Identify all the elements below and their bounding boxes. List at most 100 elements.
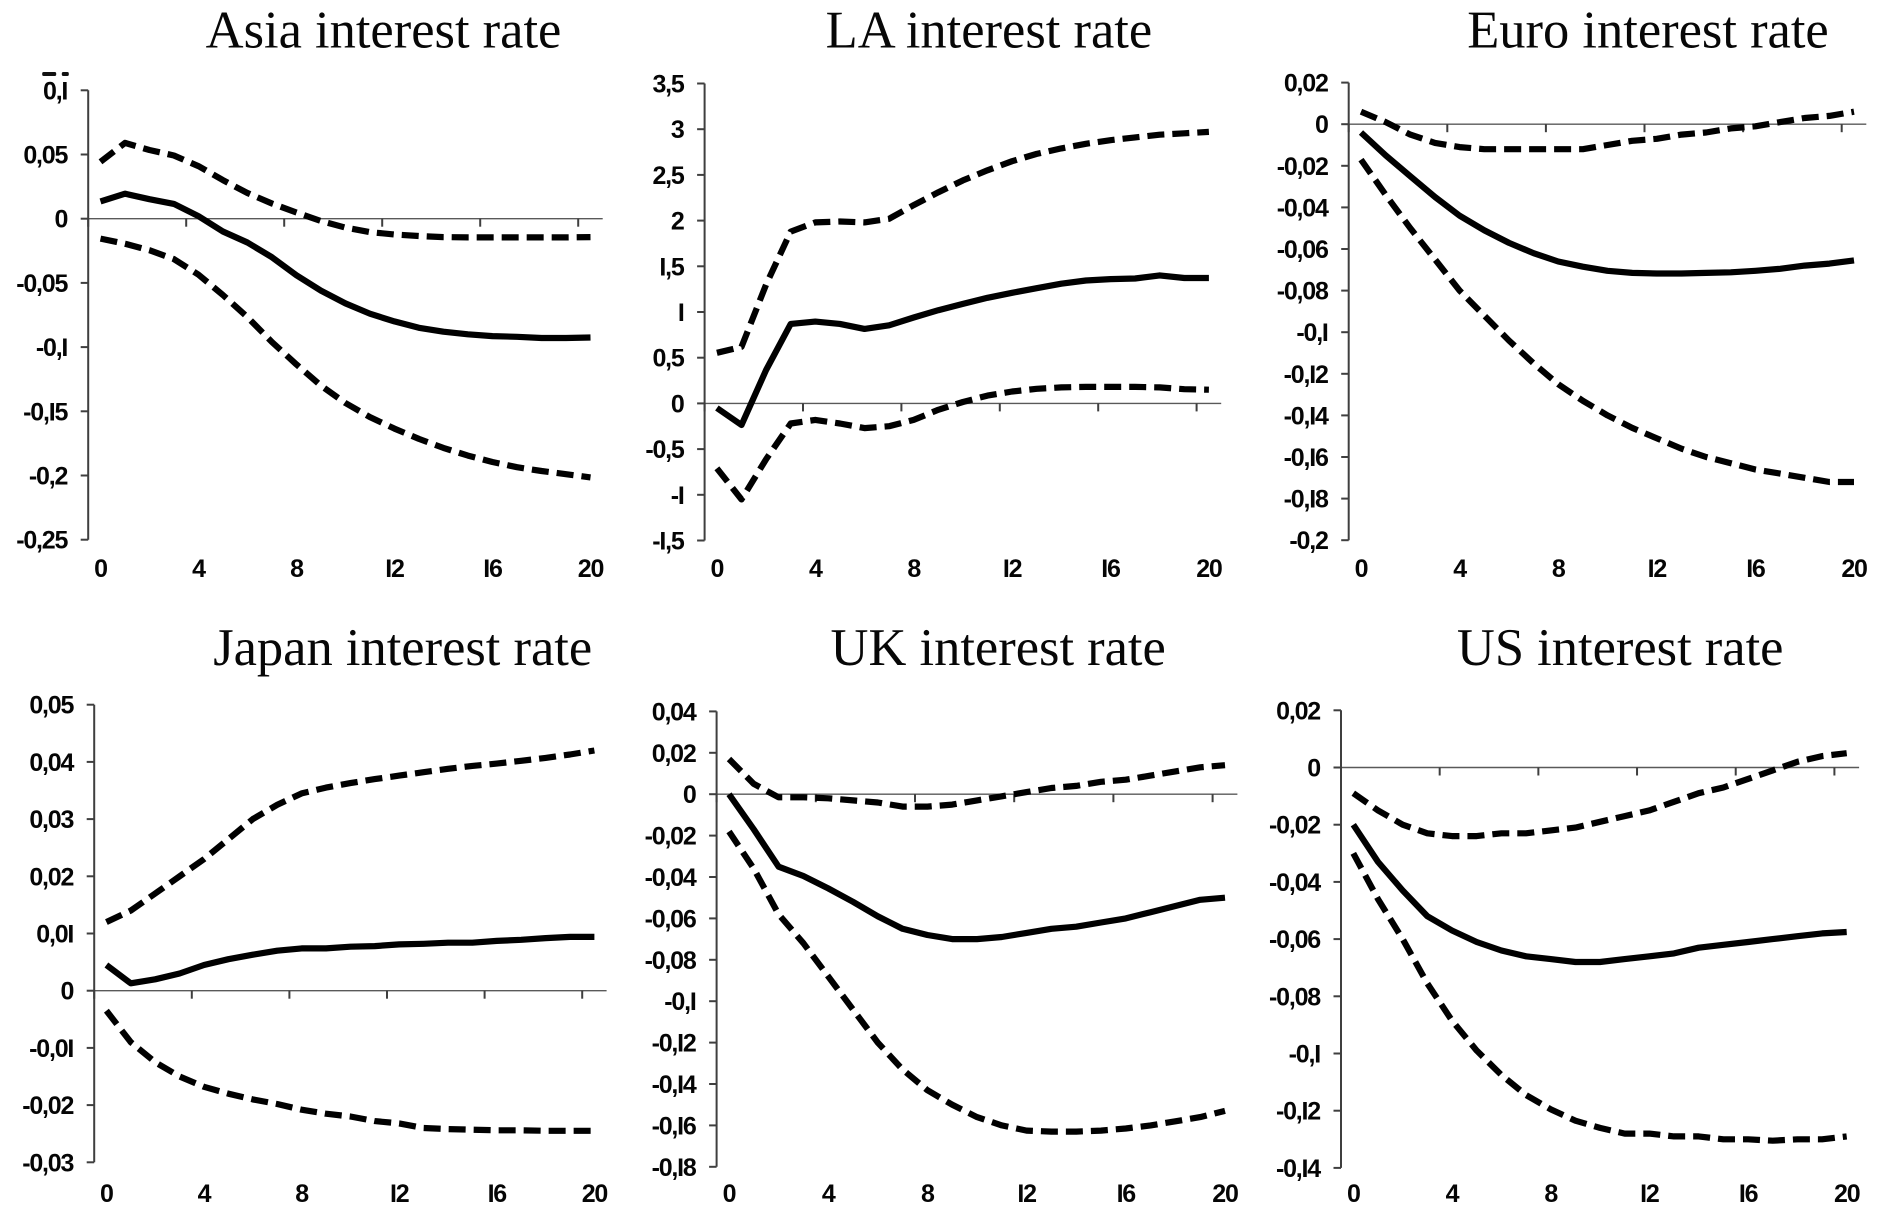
svg-text:2: 2 bbox=[671, 208, 684, 236]
svg-text:0: 0 bbox=[60, 978, 73, 1006]
svg-text:0: 0 bbox=[94, 555, 107, 583]
svg-text:0: 0 bbox=[683, 781, 696, 809]
svg-text:I6: I6 bbox=[1117, 1180, 1136, 1208]
svg-text:0,5: 0,5 bbox=[652, 345, 684, 373]
svg-text:I2: I2 bbox=[385, 555, 404, 583]
svg-text:0: 0 bbox=[1347, 1180, 1360, 1208]
svg-text:-0,I2: -0,I2 bbox=[1276, 1098, 1320, 1126]
svg-text:4: 4 bbox=[822, 1180, 836, 1208]
svg-text:-0,05: -0,05 bbox=[16, 270, 68, 298]
svg-text:0: 0 bbox=[1315, 111, 1328, 139]
svg-text:8: 8 bbox=[295, 1180, 309, 1208]
svg-text:4: 4 bbox=[809, 555, 823, 583]
svg-text:-0,I8: -0,I8 bbox=[652, 1154, 697, 1182]
svg-text:-0,I4: -0,I4 bbox=[1276, 1155, 1321, 1183]
svg-text:3: 3 bbox=[671, 116, 684, 144]
svg-text:8: 8 bbox=[290, 555, 304, 583]
svg-text:20: 20 bbox=[582, 1180, 608, 1208]
svg-text:-0,I: -0,I bbox=[664, 988, 696, 1016]
svg-text:0: 0 bbox=[1355, 555, 1368, 583]
svg-text:-0,08: -0,08 bbox=[645, 947, 697, 975]
svg-text:-0,03: -0,03 bbox=[22, 1149, 73, 1177]
svg-text:4: 4 bbox=[198, 1180, 212, 1208]
svg-text:-0,04: -0,04 bbox=[645, 864, 697, 892]
svg-text:8: 8 bbox=[907, 555, 921, 583]
svg-text:-0,04: -0,04 bbox=[1277, 194, 1329, 222]
svg-text:0,I: 0,I bbox=[43, 77, 67, 105]
svg-text:-I: -I bbox=[671, 482, 684, 510]
svg-text:-0,06: -0,06 bbox=[1277, 236, 1328, 264]
svg-text:-0,04: -0,04 bbox=[1269, 869, 1321, 897]
svg-text:-0,I4: -0,I4 bbox=[652, 1071, 697, 1099]
svg-text:-0,06: -0,06 bbox=[1269, 926, 1320, 954]
svg-text:-0,I: -0,I bbox=[36, 334, 68, 362]
svg-text:I2: I2 bbox=[1003, 555, 1022, 583]
svg-text:I: I bbox=[678, 299, 684, 327]
svg-text:-0,I6: -0,I6 bbox=[652, 1112, 696, 1140]
svg-text:Japan interest rate: Japan interest rate bbox=[213, 619, 592, 677]
svg-text:-0,I5: -0,I5 bbox=[23, 398, 68, 426]
svg-text:0,05: 0,05 bbox=[23, 142, 68, 170]
svg-text:0: 0 bbox=[671, 390, 684, 418]
svg-text:-0,02: -0,02 bbox=[1269, 812, 1320, 840]
svg-text:Euro interest rate: Euro interest rate bbox=[1467, 2, 1829, 60]
svg-text:0: 0 bbox=[54, 206, 67, 234]
svg-text:8: 8 bbox=[1544, 1180, 1558, 1208]
svg-text:4: 4 bbox=[1453, 555, 1467, 583]
svg-text:0,04: 0,04 bbox=[652, 698, 697, 726]
svg-text:4: 4 bbox=[192, 555, 206, 583]
svg-text:0,02: 0,02 bbox=[1284, 70, 1328, 98]
svg-text:0,02: 0,02 bbox=[29, 863, 73, 891]
svg-text:-0,I8: -0,I8 bbox=[1284, 486, 1329, 514]
svg-text:I6: I6 bbox=[483, 555, 502, 583]
svg-text:-0,08: -0,08 bbox=[1277, 278, 1329, 306]
svg-text:I,5: I,5 bbox=[659, 253, 684, 281]
svg-text:-0,0I: -0,0I bbox=[29, 1035, 73, 1063]
svg-text:3,5: 3,5 bbox=[652, 71, 684, 99]
svg-text:I6: I6 bbox=[1101, 555, 1120, 583]
svg-text:20: 20 bbox=[1196, 555, 1222, 583]
svg-text:0,04: 0,04 bbox=[29, 749, 74, 777]
svg-text:I2: I2 bbox=[390, 1180, 409, 1208]
svg-text:8: 8 bbox=[1552, 555, 1566, 583]
svg-text:-0,I2: -0,I2 bbox=[1284, 361, 1328, 389]
svg-text:-0,25: -0,25 bbox=[16, 527, 68, 555]
svg-text:-0,2: -0,2 bbox=[29, 463, 68, 491]
svg-text:0,03: 0,03 bbox=[29, 806, 73, 834]
svg-text:-0,I: -0,I bbox=[1289, 1041, 1321, 1069]
svg-text:0: 0 bbox=[100, 1180, 113, 1208]
svg-text:0,02: 0,02 bbox=[652, 740, 696, 768]
svg-text:LA interest rate: LA interest rate bbox=[826, 2, 1153, 60]
svg-text:-0,02: -0,02 bbox=[645, 823, 696, 851]
svg-text:0,05: 0,05 bbox=[29, 692, 74, 720]
svg-text:I6: I6 bbox=[488, 1180, 507, 1208]
svg-text:I2: I2 bbox=[1017, 1180, 1036, 1208]
svg-text:-0,I2: -0,I2 bbox=[652, 1030, 696, 1058]
svg-text:20: 20 bbox=[1841, 555, 1867, 583]
svg-text:I6: I6 bbox=[1746, 555, 1765, 583]
svg-text:I2: I2 bbox=[1648, 555, 1667, 583]
svg-text:-0,I: -0,I bbox=[1296, 319, 1328, 347]
svg-text:UK interest rate: UK interest rate bbox=[831, 619, 1166, 677]
svg-text:20: 20 bbox=[1212, 1180, 1238, 1208]
svg-text:0: 0 bbox=[723, 1180, 736, 1208]
svg-text:-0,2: -0,2 bbox=[1289, 527, 1328, 555]
svg-text:-0,5: -0,5 bbox=[645, 436, 685, 464]
svg-text:20: 20 bbox=[578, 555, 604, 583]
svg-text:-0,02: -0,02 bbox=[1277, 153, 1328, 181]
svg-text:0: 0 bbox=[711, 555, 724, 583]
svg-text:US interest rate: US interest rate bbox=[1457, 619, 1784, 677]
svg-text:2,5: 2,5 bbox=[652, 162, 684, 190]
svg-text:I2: I2 bbox=[1640, 1180, 1659, 1208]
svg-text:-0,06: -0,06 bbox=[645, 905, 696, 933]
svg-text:I6: I6 bbox=[1739, 1180, 1758, 1208]
svg-text:0,02: 0,02 bbox=[1276, 697, 1320, 725]
svg-text:-0,I4: -0,I4 bbox=[1284, 402, 1329, 430]
svg-text:0: 0 bbox=[1307, 755, 1320, 783]
svg-text:20: 20 bbox=[1834, 1180, 1860, 1208]
svg-text:8: 8 bbox=[921, 1180, 935, 1208]
svg-text:-0,08: -0,08 bbox=[1269, 983, 1321, 1011]
svg-text:4: 4 bbox=[1446, 1180, 1460, 1208]
svg-text:Asia interest rate: Asia interest rate bbox=[206, 2, 562, 60]
svg-text:-I,5: -I,5 bbox=[652, 528, 685, 556]
